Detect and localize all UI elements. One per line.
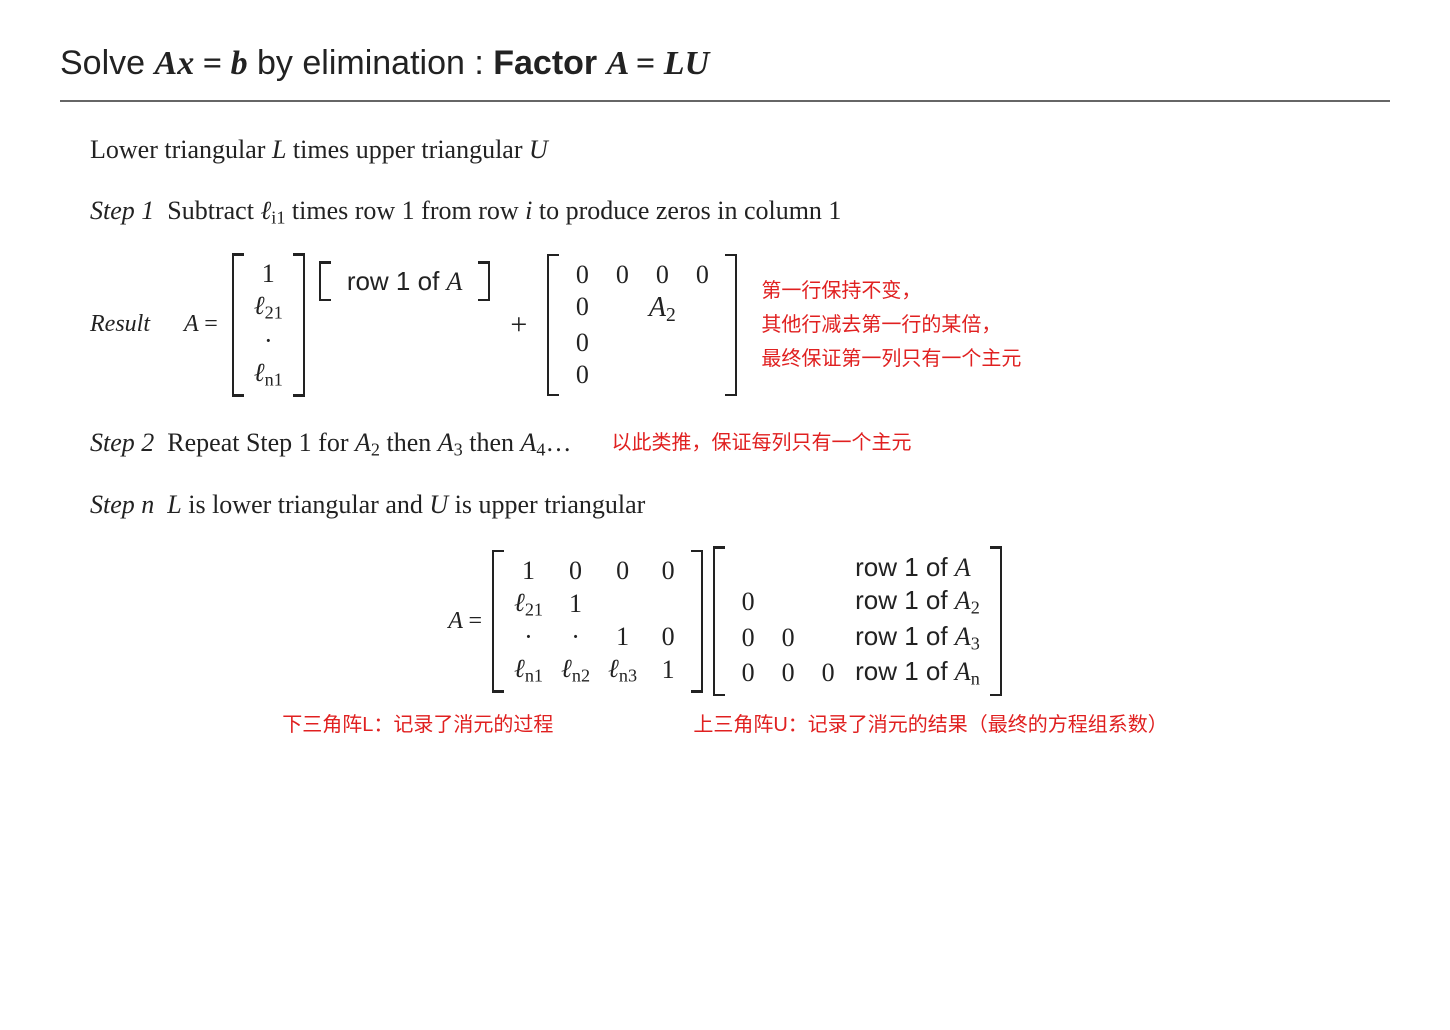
title-factor-word: Factor [493,44,606,82]
result-equation: Result A = 1 ℓ21 · ℓn1 row 1 of A + 0 0 … [90,253,1390,396]
A-equals: A = [184,311,218,338]
anno-line: 第一行保持不变， [761,274,1021,308]
cell: 0 [569,292,595,322]
cell: ℓ21 [514,588,543,621]
step2-label: Step 2 [90,428,154,457]
cell: 1 [655,655,681,685]
row1-text: row 1 of A [347,266,463,297]
cell: ℓn3 [608,654,637,687]
L-annotation: 下三角阵L：记录了消元的过程 [282,708,553,742]
cell: 0 [569,260,595,290]
plus-sign: + [504,308,533,342]
LU-equation: A = 1 0 0 0 ℓ21 1 · · 1 0 ℓn1 ℓn2 ℓn3 1 [60,546,1390,696]
cell: row 1 of A2 [855,585,980,619]
cell: 1 [610,622,636,652]
cell: · [563,622,589,652]
row1-vector: row 1 of A [319,261,491,301]
cell: ℓn1 [254,358,283,391]
title-pre: Solve [60,44,155,82]
step1-line: Step 1 Subtract ℓi1 times row 1 from row… [90,191,1390,232]
cell: 0 [563,556,589,586]
cell: row 1 of An [855,656,980,690]
cell: row 1 of A3 [855,621,980,655]
cell: 0 [649,260,675,290]
cell: 0 [610,556,636,586]
remainder-matrix: 0 0 0 0 0 A2 0 0 [547,254,737,397]
cell: 0 [609,260,635,290]
cell: 0 [775,623,801,653]
title-mid: by elimination : [248,44,494,82]
step2-line: Step 2 Repeat Step 1 for A2 then A3 then… [90,423,1390,464]
cell: 0 [569,328,595,358]
cell: 1 [255,259,281,289]
cell: ℓn1 [514,654,543,687]
anno-line: 其他行减去第一行的某倍， [761,308,1021,342]
stepn-line: Step n L is lower triangular and U is up… [90,485,1390,524]
cell: 0 [735,623,761,653]
result-annotation: 第一行保持不变， 其他行减去第一行的某倍， 最终保证第一列只有一个主元 [761,274,1021,376]
title-eq: Ax = b [155,45,248,82]
page-title: Solve Ax = b by elimination : Factor A =… [60,40,1390,102]
cell: 0 [689,260,715,290]
cell: ℓ21 [254,291,283,324]
stepn-label: Step n [90,490,154,519]
step1-label: Step 1 [90,196,154,225]
cell: 1 [516,556,542,586]
cell: 0 [569,360,595,390]
cell: row 1 of A [855,552,971,583]
A2-label: A2 [648,292,676,327]
L-matrix: 1 0 0 0 ℓ21 1 · · 1 0 ℓn1 ℓn2 ℓn3 1 [492,550,703,693]
cell: 0 [655,622,681,652]
cell: · [255,326,281,356]
anno-line: 最终保证第一列只有一个主元 [761,342,1021,376]
cell: 1 [563,589,589,619]
intro-line: Lower triangular L times upper triangula… [90,130,1390,169]
bottom-annotations: 下三角阵L：记录了消元的过程 上三角阵U：记录了消元的结果（最终的方程组系数） [60,708,1390,742]
cell: 0 [735,658,761,688]
title-factor-eq: A = LU [607,45,710,82]
cell: · [516,622,542,652]
U-matrix: row 1 of A 0 row 1 of A2 0 0 row 1 of A3… [713,546,1002,696]
result-label: Result [90,311,150,338]
step2-annotation: 以此类推，保证每列只有一个主元 [611,426,911,460]
L-column-vector: 1 ℓ21 · ℓn1 [232,253,305,396]
cell: 0 [775,658,801,688]
U-annotation: 上三角阵U：记录了消元的结果（最终的方程组系数） [693,708,1167,742]
cell: ℓn2 [561,654,590,687]
cell: 0 [735,587,761,617]
cell: 0 [655,556,681,586]
cell: 0 [815,658,841,688]
A-equals-2: A = [448,608,482,635]
